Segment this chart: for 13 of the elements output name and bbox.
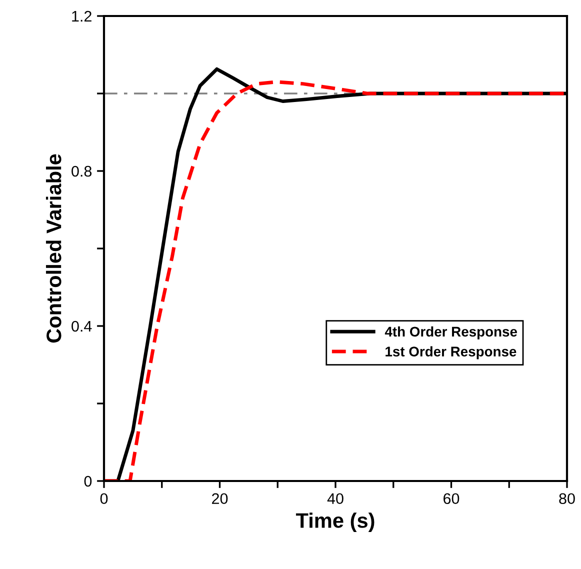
legend-label: 1st Order Response: [386, 346, 516, 360]
x-axis-title: Time (s): [296, 512, 374, 532]
x-tick-label: 80: [559, 493, 575, 504]
legend-label: 4th Order Response: [384, 326, 517, 340]
x-tick-label: 40: [327, 493, 344, 504]
x-tick-label: 20: [212, 493, 228, 504]
y-axis-title: Controlled Variable: [46, 154, 62, 343]
y-tick-label: 0: [84, 476, 92, 487]
x-tick-label: 60: [444, 493, 460, 504]
y-tick-label: 0.4: [72, 320, 92, 332]
x-tick-label: 0: [100, 493, 108, 504]
y-tick-label: 0.8: [72, 166, 92, 177]
y-tick-label: 1.2: [72, 10, 92, 22]
